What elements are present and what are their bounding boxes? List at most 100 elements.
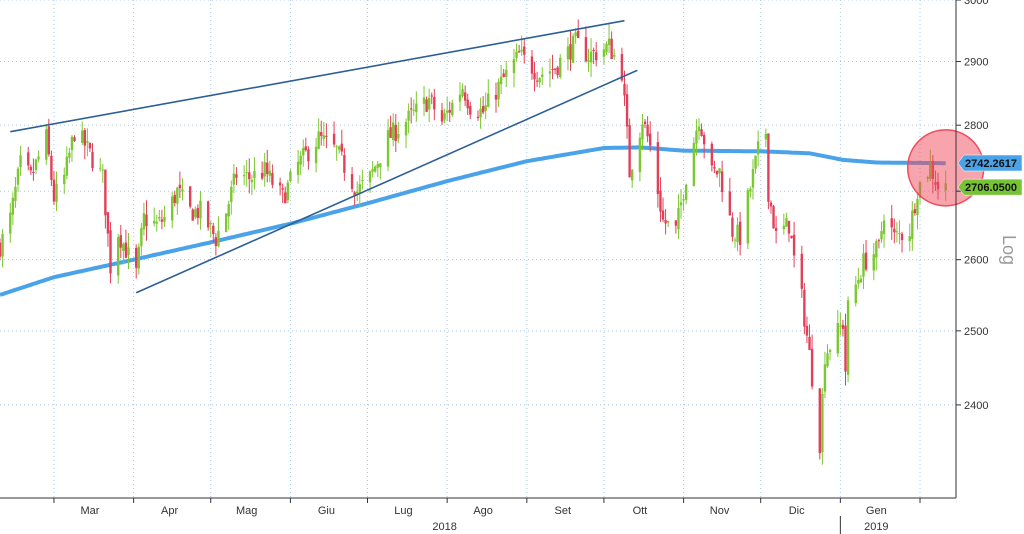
candle-body <box>160 219 164 222</box>
candle-body <box>749 188 752 192</box>
x-tick-label: Lug <box>394 505 412 517</box>
candle-body <box>422 97 426 104</box>
candle-body <box>386 130 390 167</box>
candle-body <box>769 202 773 207</box>
candle-body <box>628 125 631 178</box>
candle-body <box>569 44 572 60</box>
candle-body <box>335 146 338 148</box>
candle-body <box>515 51 518 58</box>
candle-body <box>702 134 706 145</box>
candle-body <box>559 57 562 77</box>
candle-body <box>754 155 757 169</box>
candle-body <box>623 83 626 96</box>
candle-body <box>358 184 361 193</box>
candle-body <box>731 217 734 237</box>
candle-body <box>173 194 176 204</box>
candle-body <box>895 231 899 233</box>
lower-channel-line <box>135 69 638 294</box>
candle-body <box>484 105 487 111</box>
candle-body <box>286 182 290 201</box>
candle-body <box>206 201 210 228</box>
candle-body <box>332 133 336 145</box>
candle-body <box>823 364 827 392</box>
candle-body <box>697 126 701 132</box>
candle-body <box>836 323 839 354</box>
candle-body <box>409 108 413 110</box>
candle-body <box>846 300 850 375</box>
candle-body <box>307 149 310 162</box>
candle-body <box>595 52 598 61</box>
candle-body <box>16 168 20 185</box>
candle-body <box>746 190 750 244</box>
candle-body <box>119 235 122 248</box>
candle-body <box>142 213 146 230</box>
candle-body <box>841 324 845 329</box>
x-tick-label: Apr <box>161 505 178 517</box>
candle-body <box>790 235 793 239</box>
y-tick-label: 2400 <box>964 400 988 412</box>
candle-body <box>666 220 670 223</box>
candle-body <box>86 141 89 143</box>
candle-body <box>361 179 364 181</box>
candle-body <box>196 207 200 218</box>
candle-body <box>692 143 696 187</box>
candle-body <box>70 136 74 150</box>
candle-body <box>322 135 326 139</box>
candle-body <box>325 135 328 137</box>
candle-body <box>214 237 218 247</box>
candle-body <box>792 234 796 256</box>
candle-body <box>32 171 35 173</box>
candle-body <box>630 169 634 181</box>
candle-body <box>782 225 786 230</box>
candle-body <box>713 166 716 169</box>
candle-body <box>756 141 760 155</box>
candle-body <box>104 169 107 216</box>
candle-body <box>767 133 770 202</box>
candle-body <box>227 204 230 217</box>
candle-body <box>232 173 236 185</box>
candle-body <box>810 348 814 387</box>
candle-body <box>461 89 464 96</box>
candle-body <box>427 97 431 110</box>
candle-body <box>466 99 469 109</box>
candle-body <box>415 103 418 113</box>
candle-body <box>376 163 379 168</box>
candle-body <box>872 254 875 271</box>
candle-body <box>566 46 570 60</box>
value-tag <box>957 154 1023 172</box>
candle-body <box>430 95 433 97</box>
candle-body <box>278 182 282 186</box>
candle-body <box>145 214 148 227</box>
upper-channel-line <box>10 19 625 133</box>
candle-body <box>684 184 688 200</box>
candle-body <box>397 133 400 139</box>
candle-body <box>350 174 354 189</box>
candle-body <box>242 174 246 177</box>
x-tick-label: Nov <box>710 505 730 517</box>
grid-lines <box>0 0 956 498</box>
year-label: 2018 <box>432 521 456 533</box>
candle-body <box>715 170 719 175</box>
candle-body <box>14 186 17 202</box>
value-tag <box>957 178 1023 196</box>
candle-body <box>140 228 143 247</box>
log-scale-label[interactable]: Log <box>999 235 1019 265</box>
candle-body <box>584 37 588 62</box>
candle-body <box>844 325 847 372</box>
candle-body <box>27 152 30 166</box>
value-tag-label: 2742.2617 <box>965 158 1017 170</box>
candle-body <box>864 252 868 270</box>
candle-body <box>880 231 883 240</box>
candle-body <box>538 78 541 83</box>
y-tick-label: 2900 <box>964 57 988 69</box>
candle-body <box>505 69 508 77</box>
candle-body <box>548 71 552 74</box>
candle-body <box>81 130 84 143</box>
candle-body <box>553 68 557 70</box>
candle-body <box>263 162 266 177</box>
candle-body <box>520 49 523 52</box>
value-tag-label: 2706.0500 <box>965 182 1017 194</box>
candle-body <box>592 49 595 52</box>
candle-body <box>235 174 238 178</box>
candle-body <box>607 38 611 45</box>
